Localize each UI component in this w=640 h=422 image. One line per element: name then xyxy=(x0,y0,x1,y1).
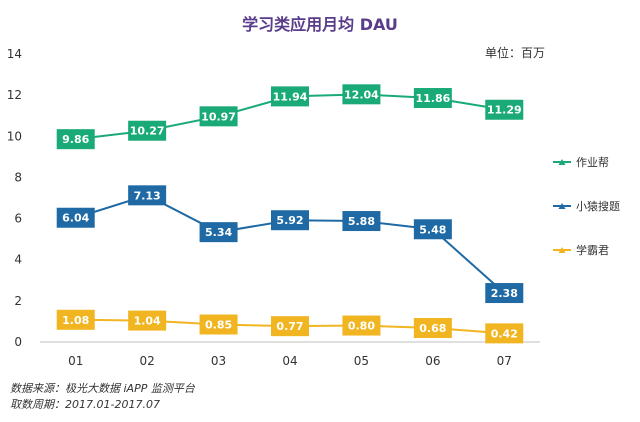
data-label-text: 10.97 xyxy=(201,110,236,123)
data-label-text: 0.42 xyxy=(491,327,518,340)
x-tick-label: 07 xyxy=(497,354,512,368)
data-label-text: 10.27 xyxy=(130,125,165,138)
data-label: 11.86 xyxy=(413,88,452,109)
data-label: 5.34 xyxy=(199,222,238,243)
data-point xyxy=(56,309,95,330)
data-label: 0.42 xyxy=(485,323,524,344)
legend-marker-icon xyxy=(558,203,566,209)
x-tick-label: 05 xyxy=(354,354,369,368)
x-tick-label: 06 xyxy=(425,354,440,368)
data-label: 6.04 xyxy=(56,207,95,228)
data-label-text: 7.13 xyxy=(134,189,161,202)
legend-label: 学霸君 xyxy=(576,243,609,257)
data-label: 5.48 xyxy=(413,219,452,240)
data-label-text: 2.38 xyxy=(491,287,518,300)
series-layer: 9.86 10.27 10.97 11.94 12.04 11.86 11.29 6.04 7.… xyxy=(56,84,524,344)
data-point xyxy=(199,222,238,243)
x-tick-label: 03 xyxy=(211,354,226,368)
y-tick-label: 14 xyxy=(7,47,22,61)
y-tick-label: 10 xyxy=(7,129,22,143)
data-point xyxy=(342,84,381,105)
data-point xyxy=(485,99,524,120)
data-point xyxy=(56,207,95,228)
data-point xyxy=(199,106,238,127)
data-label-text: 5.34 xyxy=(205,226,232,239)
data-label: 5.92 xyxy=(271,210,309,231)
data-point xyxy=(413,88,452,109)
data-point xyxy=(271,210,309,231)
data-label: 9.86 xyxy=(56,129,95,150)
data-point xyxy=(199,314,238,335)
data-label: 2.38 xyxy=(485,283,524,304)
legend-marker-icon xyxy=(558,247,566,253)
data-label: 12.04 xyxy=(342,84,381,105)
y-tick-label: 2 xyxy=(14,294,22,308)
data-point xyxy=(413,318,452,339)
y-tick-label: 4 xyxy=(14,253,22,267)
data-point xyxy=(342,211,381,232)
legend-item: 作业帮 xyxy=(553,156,609,169)
legend-item: 学霸君 xyxy=(553,243,609,257)
data-label-text: 0.80 xyxy=(348,320,375,333)
data-point xyxy=(271,86,309,107)
legend-label: 作业帮 xyxy=(576,156,609,169)
data-label-text: 1.04 xyxy=(134,315,161,328)
data-label: 7.13 xyxy=(128,185,167,206)
unit-label: 单位：百万 xyxy=(485,45,545,60)
legend-item: 小猿搜题 xyxy=(553,199,620,213)
chart-title: 学习类应用月均 DAU xyxy=(242,15,398,34)
data-label: 0.68 xyxy=(413,318,452,339)
data-label: 11.29 xyxy=(485,99,524,120)
y-tick-label: 6 xyxy=(14,212,22,226)
data-label-text: 11.94 xyxy=(273,90,308,103)
y-tick-label: 12 xyxy=(7,88,22,102)
legend-marker-icon xyxy=(558,159,566,165)
y-tick-label: 0 xyxy=(14,335,22,349)
data-label-text: 0.85 xyxy=(205,319,232,332)
data-point xyxy=(128,310,167,331)
data-label-text: 5.92 xyxy=(276,214,303,227)
data-label-text: 5.88 xyxy=(348,215,375,228)
data-label: 0.77 xyxy=(271,316,309,337)
data-label: 11.94 xyxy=(271,86,309,107)
data-point xyxy=(413,219,452,240)
data-label-text: 9.86 xyxy=(62,133,89,146)
data-label-text: 0.77 xyxy=(276,320,303,333)
data-point xyxy=(128,120,167,141)
data-point xyxy=(485,323,524,344)
data-point xyxy=(56,129,95,150)
data-label: 5.88 xyxy=(342,211,381,232)
data-point xyxy=(271,316,309,337)
x-tick-label: 04 xyxy=(282,354,297,368)
data-point xyxy=(485,283,524,304)
data-label: 10.97 xyxy=(199,106,238,127)
data-label-text: 1.08 xyxy=(62,314,89,327)
data-label-text: 6.04 xyxy=(62,212,89,225)
data-label-text: 0.68 xyxy=(419,322,446,335)
source-note: 数据来源：极光大数据 iAPP 监测平台 xyxy=(10,382,196,395)
series-line xyxy=(75,194,505,294)
x-tick-label: 01 xyxy=(68,354,83,368)
y-tick-label: 8 xyxy=(14,170,22,184)
data-label-text: 12.04 xyxy=(344,88,379,101)
data-label: 1.08 xyxy=(56,309,95,330)
data-point xyxy=(128,185,167,206)
data-label: 1.04 xyxy=(128,310,167,331)
data-label-text: 5.48 xyxy=(419,223,446,236)
data-label: 0.80 xyxy=(342,315,381,336)
data-label-text: 11.29 xyxy=(487,104,522,117)
data-label: 10.27 xyxy=(128,120,167,141)
legend-label: 小猿搜题 xyxy=(576,199,620,213)
x-tick-label: 02 xyxy=(140,354,155,368)
data-point xyxy=(342,315,381,336)
data-label: 0.85 xyxy=(199,314,238,335)
period-note: 取数周期：2017.01-2017.07 xyxy=(10,398,160,411)
data-label-text: 11.86 xyxy=(415,92,450,105)
